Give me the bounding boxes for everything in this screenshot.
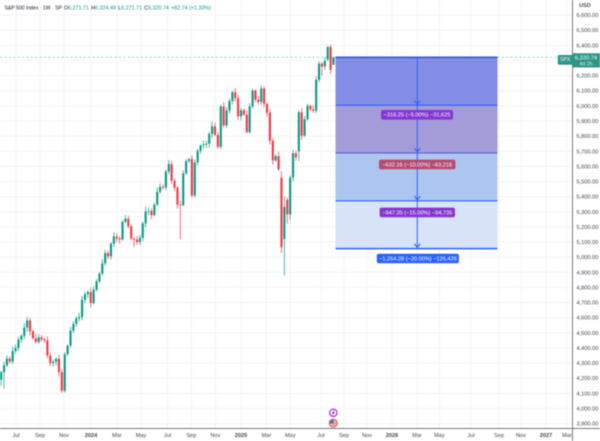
svg-text:Nov: Nov: [59, 433, 69, 439]
svg-text:−1,264.28 (−20.00%) −126,428: −1,264.28 (−20.00%) −126,428: [379, 256, 457, 262]
svg-text:USD: USD: [579, 3, 591, 9]
svg-text:5,800.00: 5,800.00: [577, 134, 599, 140]
svg-text:2024: 2024: [85, 433, 98, 439]
svg-text:2025: 2025: [235, 433, 247, 439]
svg-text:Mar: Mar: [562, 433, 572, 439]
svg-text:5,700.00: 5,700.00: [577, 149, 599, 155]
svg-text:6,100.00: 6,100.00: [577, 89, 599, 95]
svg-text:Jul: Jul: [467, 433, 474, 439]
svg-text:6,400.00: 6,400.00: [577, 43, 599, 49]
svg-text:5,000.00: 5,000.00: [577, 255, 599, 261]
svg-text:Nov: Nov: [516, 433, 526, 439]
svg-text:3,900.00: 3,900.00: [577, 422, 599, 428]
svg-text:SPX: SPX: [560, 57, 571, 63]
svg-text:6,500.00: 6,500.00: [577, 28, 599, 34]
svg-text:S&P 500 Index · 1W · SP: S&P 500 Index · 1W · SP: [5, 5, 63, 11]
svg-text:−316.25 (−5.00%) −31,625: −316.25 (−5.00%) −31,625: [384, 113, 451, 119]
svg-text:4,600.00: 4,600.00: [577, 316, 599, 322]
svg-text:4,700.00: 4,700.00: [577, 301, 599, 307]
svg-text:Sep: Sep: [35, 433, 45, 439]
svg-text:5,100.00: 5,100.00: [577, 240, 599, 246]
svg-text:4d 2h: 4d 2h: [580, 62, 593, 68]
svg-text:5,900.00: 5,900.00: [577, 119, 599, 125]
svg-text:Mar: Mar: [112, 433, 122, 439]
svg-text:Nov: Nov: [362, 433, 372, 439]
svg-text:5,600.00: 5,600.00: [577, 164, 599, 170]
svg-text:Jul: Jul: [164, 433, 171, 439]
svg-text:2026: 2026: [386, 433, 398, 439]
svg-text:6,000.00: 6,000.00: [577, 104, 599, 110]
svg-text:5,300.00: 5,300.00: [577, 210, 599, 216]
svg-text:4,200.00: 4,200.00: [577, 376, 599, 382]
svg-text:Sep: Sep: [186, 433, 196, 439]
svg-text:5,200.00: 5,200.00: [577, 225, 599, 231]
svg-text:May: May: [285, 433, 296, 439]
svg-text:6,320.74: 6,320.74: [575, 55, 597, 61]
svg-text:4,400.00: 4,400.00: [577, 346, 599, 352]
svg-text:4,800.00: 4,800.00: [577, 285, 599, 291]
svg-text:2027: 2027: [540, 433, 552, 439]
svg-text:Sep: Sep: [339, 433, 349, 439]
svg-text:Mar: Mar: [262, 433, 272, 439]
svg-text:4,900.00: 4,900.00: [577, 270, 599, 276]
svg-text:4,500.00: 4,500.00: [577, 331, 599, 337]
svg-text:4,000.00: 4,000.00: [577, 407, 599, 413]
svg-text:−947.35 (−15.00%) −94,735: −947.35 (−15.00%) −94,735: [382, 210, 452, 216]
svg-text:4,100.00: 4,100.00: [577, 391, 599, 397]
svg-text:Sep: Sep: [494, 433, 504, 439]
svg-text:6,600.00: 6,600.00: [577, 13, 599, 19]
svg-text:Mar: Mar: [412, 433, 422, 439]
svg-text:Nov: Nov: [210, 433, 220, 439]
svg-text:Jul: Jul: [317, 433, 324, 439]
svg-text:May: May: [434, 433, 445, 439]
svg-text:−632.16 (−10.00%) −63,216: −632.16 (−10.00%) −63,216: [382, 162, 452, 168]
svg-text:Jul: Jul: [12, 433, 19, 439]
svg-text:May: May: [136, 433, 147, 439]
svg-text:6,200.00: 6,200.00: [577, 74, 599, 80]
svg-text:5,500.00: 5,500.00: [577, 180, 599, 186]
svg-text:4,300.00: 4,300.00: [577, 361, 599, 367]
svg-text:5,400.00: 5,400.00: [577, 195, 599, 201]
